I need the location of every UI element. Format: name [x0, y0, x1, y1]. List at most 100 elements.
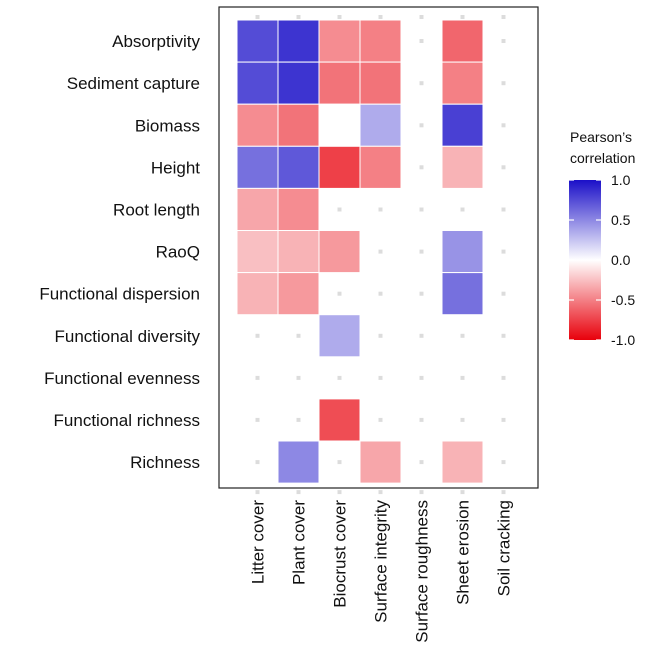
heatmap-cell [359, 61, 402, 105]
colorbar-tick-label: -0.5 [611, 292, 635, 308]
empty-cell-dot [501, 375, 506, 380]
heatmap-cell [318, 145, 361, 189]
row-label: Height [151, 158, 200, 177]
empty-cell-dot [460, 333, 465, 338]
empty-cell-markers [255, 15, 506, 495]
heatmap-cell [277, 103, 320, 147]
empty-cell-dot [337, 375, 342, 380]
empty-cell-dot [419, 165, 424, 170]
row-label: Functional dispersion [39, 285, 200, 304]
heatmap-cell [277, 187, 320, 231]
row-label: Richness [130, 453, 200, 472]
edge-dot [255, 490, 260, 495]
edge-dot [296, 15, 301, 19]
row-label: Sediment capture [67, 74, 200, 93]
empty-cell-dot [419, 249, 424, 254]
empty-cell-dot [378, 417, 383, 422]
row-label: Functional diversity [54, 327, 200, 346]
plot-border [218, 6, 539, 489]
empty-cell-dot [419, 207, 424, 212]
empty-cell-dot [501, 81, 506, 86]
heatmap-cell [359, 19, 402, 63]
heatmap-cell [318, 230, 361, 274]
heatmap-cell [359, 103, 402, 147]
colorbar-tick-label: 0.5 [611, 212, 631, 228]
heatmap-cell [441, 230, 484, 274]
heatmap-cell [236, 145, 279, 189]
heatmap-cell [236, 19, 279, 63]
edge-dot [337, 490, 342, 495]
empty-cell-dot [419, 460, 424, 465]
row-label: Functional richness [54, 411, 200, 430]
heatmap-cell [359, 145, 402, 189]
empty-cell-dot [419, 417, 424, 422]
legend-title-line2: correlation [570, 150, 635, 166]
heatmap-cell [236, 230, 279, 274]
empty-cell-dot [501, 249, 506, 254]
empty-cell-dot [460, 417, 465, 422]
heatmap-cell [441, 103, 484, 147]
legend-title-line1: Pearson’s [570, 129, 632, 145]
heatmap-cell [277, 272, 320, 316]
heatmap-cell [441, 145, 484, 189]
column-label: Biocrust cover [331, 500, 350, 608]
row-label: RaoQ [156, 243, 200, 262]
empty-cell-dot [378, 207, 383, 212]
row-label: Absorptivity [112, 32, 200, 51]
heatmap-cell [277, 440, 320, 484]
heatmap-cell [441, 61, 484, 105]
empty-cell-dot [255, 417, 260, 422]
heatmap-cell [277, 230, 320, 274]
empty-cell-dot [501, 165, 506, 170]
empty-cell-dot [419, 291, 424, 296]
heatmap-cell [318, 398, 361, 442]
empty-cell-dot [296, 333, 301, 338]
empty-cell-dot [501, 291, 506, 296]
empty-cell-dot [501, 333, 506, 338]
heatmap-cell [277, 19, 320, 63]
empty-cell-dot [296, 417, 301, 422]
empty-cell-dot [378, 333, 383, 338]
row-label: Biomass [135, 116, 200, 135]
colorbar-tick-label: 0.0 [611, 252, 631, 268]
heatmap-cell [359, 440, 402, 484]
empty-cell-dot [337, 460, 342, 465]
empty-cell-dot [460, 207, 465, 212]
column-label: Surface roughness [413, 500, 432, 643]
heatmap-cell [318, 61, 361, 105]
empty-cell-dot [419, 333, 424, 338]
row-labels: Absorptivity Sediment capture Biomass Heigh… [39, 32, 200, 472]
colorbar-ticks: 1.0 0.5 0.0 -0.5 -1.0 [569, 172, 635, 348]
column-labels: Litter cover Plant cover Biocrust cover Sur… [249, 500, 514, 643]
empty-cell-dot [501, 39, 506, 43]
heatmap-cell [236, 61, 279, 105]
column-label: Soil cracking [495, 500, 514, 596]
empty-cell-dot [378, 291, 383, 296]
heatmap-cell [236, 187, 279, 231]
edge-dot [378, 15, 383, 19]
edge-dot [501, 490, 506, 495]
edge-dot [419, 490, 424, 495]
column-label: Surface integrity [372, 500, 391, 623]
heatmap-cells [236, 19, 484, 484]
empty-cell-dot [378, 375, 383, 380]
heatmap-cell [277, 145, 320, 189]
empty-cell-dot [255, 375, 260, 380]
empty-cell-dot [501, 417, 506, 422]
heatmap-cell [318, 103, 361, 147]
colorbar-legend: Pearson’s correlation 1.0 0.5 0.0 -0.5 -1.0 [569, 129, 635, 348]
empty-cell-dot [419, 123, 424, 128]
row-label: Root length [113, 201, 200, 220]
empty-cell-dot [296, 375, 301, 380]
edge-dot [501, 15, 506, 19]
heatmap-cell [441, 272, 484, 316]
colorbar-tick-label: 1.0 [611, 172, 631, 188]
empty-cell-dot [255, 333, 260, 338]
heatmap-cell [441, 19, 484, 63]
colorbar-tick-label: -1.0 [611, 332, 635, 348]
edge-dot [296, 490, 301, 495]
empty-cell-dot [460, 375, 465, 380]
heatmap-cell [236, 272, 279, 316]
edge-dot [378, 490, 383, 495]
